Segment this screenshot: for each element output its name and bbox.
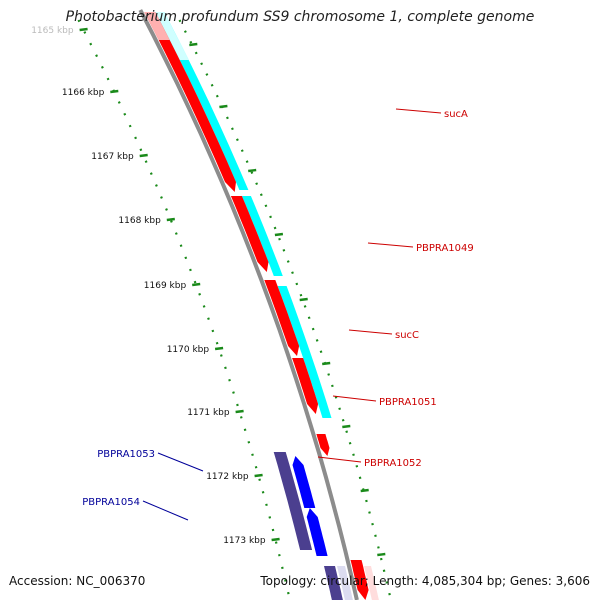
- ruler-major-tick: [166, 217, 175, 222]
- gene-block-next-reverse-faded: [337, 566, 353, 600]
- forward-major-tick: [248, 168, 257, 173]
- gene-label-leader: [142, 500, 189, 521]
- gene-block-pbpra1053: [273, 452, 313, 550]
- cds-arrow-succ: [264, 280, 300, 356]
- gene-label-leader: [395, 108, 442, 114]
- ruler-major-tick: [271, 537, 280, 542]
- ruler-label: 1171 kbp: [187, 408, 230, 418]
- map-title: Photobacterium profundum SS9 chromosome …: [65, 9, 535, 25]
- cds-arrow-suca-faded: [144, 12, 170, 40]
- cds-arrow-pbpra1054: [306, 508, 328, 556]
- accession-label: Accession: NC_006370: [9, 574, 146, 588]
- ruler-label: 1170 kbp: [167, 345, 210, 355]
- forward-major-tick: [219, 104, 228, 109]
- ruler-major-tick: [139, 153, 148, 158]
- gene-label-pbpra1049: PBPRA1049: [416, 243, 474, 254]
- gene-label-leader: [332, 395, 377, 402]
- gene-label-leader: [317, 456, 362, 463]
- cds-arrow-suca: [144, 12, 236, 192]
- topology-label: Topology: circular; Length: 4,085,304 bp…: [260, 574, 590, 588]
- ruler-label: 1172 kbp: [206, 472, 249, 482]
- gene-block-succ: [277, 286, 332, 418]
- ruler-label: 1166 kbp: [62, 88, 105, 98]
- gene-block-pbpra1049: [241, 196, 283, 276]
- forward-major-tick: [299, 297, 308, 302]
- gene-label-leader: [367, 242, 414, 248]
- ruler-label: 1168 kbp: [118, 216, 161, 226]
- gene-block-suca-faded: [155, 12, 189, 60]
- gene-label-pbpra1054: PBPRA1054: [82, 497, 140, 508]
- cds-arrow-next-1: [350, 560, 369, 600]
- ruler-label: 1165 kbp: [31, 26, 74, 36]
- cds-arrow-pbpra1051: [292, 358, 319, 414]
- forward-major-tick: [360, 488, 369, 493]
- ruler-label: 1167 kbp: [91, 152, 134, 162]
- ruler-label: 1173 kbp: [223, 536, 266, 546]
- gene-block-next-faded: [364, 566, 379, 600]
- forward-major-tick: [274, 232, 284, 237]
- ruler-major-tick: [254, 473, 263, 478]
- gene-block-next-reverse: [324, 566, 343, 600]
- backbone-line: [138, 9, 359, 600]
- ruler-major-tick: [192, 282, 201, 287]
- ruler-major-tick: [110, 89, 119, 94]
- gene-label-pbpra1052: PBPRA1052: [364, 458, 422, 469]
- forward-major-tick: [322, 361, 331, 366]
- cds-arrow-pbpra1052: [316, 434, 330, 456]
- forward-major-tick: [377, 552, 386, 557]
- cds-arrow-pbpra1053: [292, 456, 316, 508]
- gene-label-leader: [157, 452, 204, 472]
- ruler-major-tick: [214, 346, 224, 351]
- gene-label-leader: [348, 329, 393, 335]
- ruler-major-tick: [235, 409, 244, 414]
- forward-major-tick: [342, 424, 351, 429]
- gene-label-pbpra1053: PBPRA1053: [97, 449, 155, 460]
- gene-label-suca: sucA: [444, 109, 468, 120]
- ruler-label: 1169 kbp: [144, 281, 187, 291]
- cds-arrow-pbpra1049: [230, 196, 269, 272]
- gene-label-pbpra1051: PBPRA1051: [379, 397, 437, 408]
- ruler-minor-ticks: [77, 19, 291, 600]
- ruler-major-tick: [79, 27, 88, 32]
- forward-major-tick: [189, 42, 198, 47]
- gene-label-succ: sucC: [395, 330, 419, 341]
